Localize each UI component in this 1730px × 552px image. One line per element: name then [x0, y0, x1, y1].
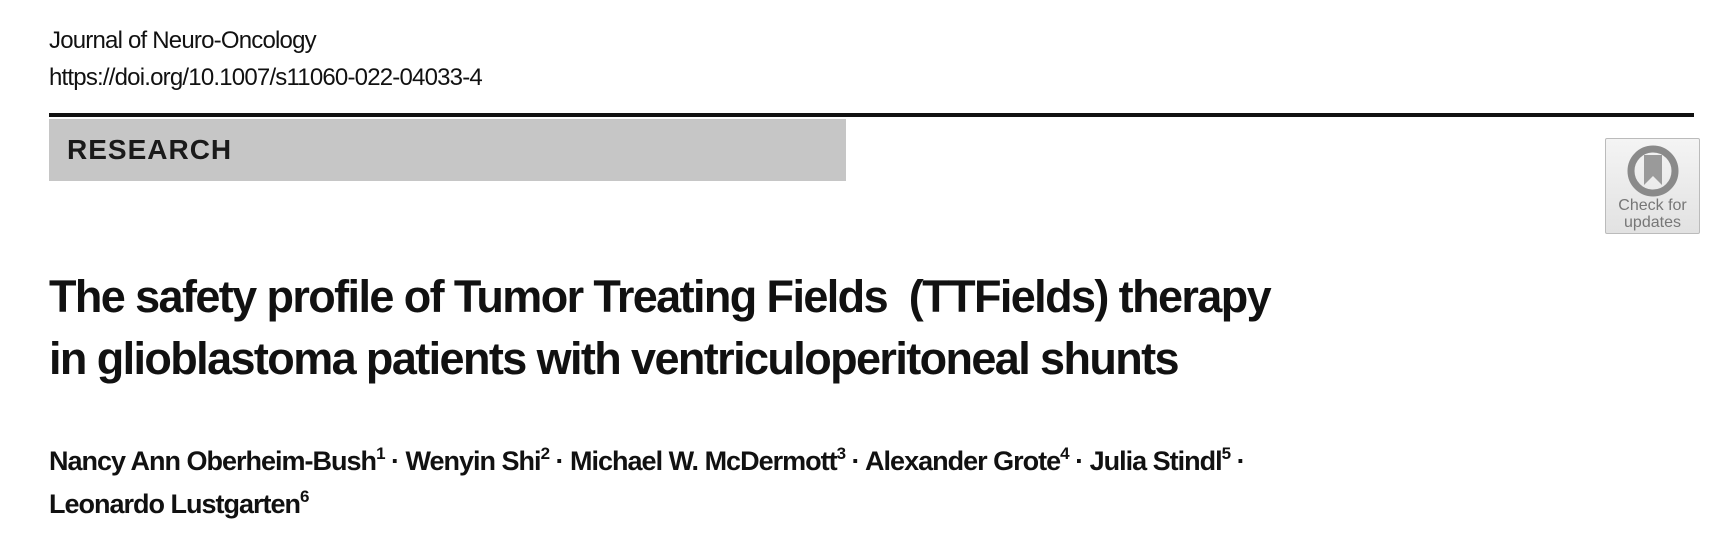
badge-line-2: updates [1624, 214, 1681, 231]
section-label: RESEARCH [67, 134, 233, 165]
affiliation-marker: 5 [1221, 444, 1232, 463]
doi-link[interactable]: https://doi.org/10.1007/s11060-022-04033… [49, 64, 483, 91]
affiliation-marker: 2 [540, 444, 551, 463]
affiliation-marker: 4 [1060, 444, 1070, 463]
author-name[interactable]: Alexander Grote [865, 446, 1061, 476]
author-list: Nancy Ann Oberheim-Bush1 · Wenyin Shi2 ·… [49, 440, 1251, 526]
affiliation-marker: 6 [300, 487, 310, 506]
bookmark-circle-icon [1627, 145, 1678, 197]
title-line-1: The safety profile of Tumor Treating Fie… [49, 271, 1272, 322]
author-name[interactable]: Nancy Ann Oberheim-Bush [49, 446, 377, 476]
section-band: RESEARCH [49, 119, 846, 181]
separator: · [1230, 446, 1252, 476]
author-name[interactable]: Leonardo Lustgarten [49, 489, 301, 519]
affiliation-marker: 1 [376, 444, 386, 463]
article-title: The safety profile of Tumor Treating Fie… [49, 266, 1272, 390]
author-name[interactable]: Michael W. McDermott [570, 446, 838, 476]
journal-name: Journal of Neuro-Oncology [49, 27, 317, 54]
title-line-2: in glioblastoma patients with ventriculo… [49, 333, 1180, 384]
affiliation-marker: 3 [836, 444, 847, 463]
check-for-updates-badge[interactable]: Check for updates [1605, 138, 1700, 234]
separator: · [549, 446, 571, 476]
author-name[interactable]: Julia Stindl [1089, 446, 1223, 476]
author-name[interactable]: Wenyin Shi [405, 446, 542, 476]
separator: · [1068, 446, 1090, 476]
separator: · [384, 446, 406, 476]
separator: · [845, 446, 866, 476]
badge-line-1: Check for [1618, 197, 1687, 214]
header-rule [49, 113, 1694, 117]
